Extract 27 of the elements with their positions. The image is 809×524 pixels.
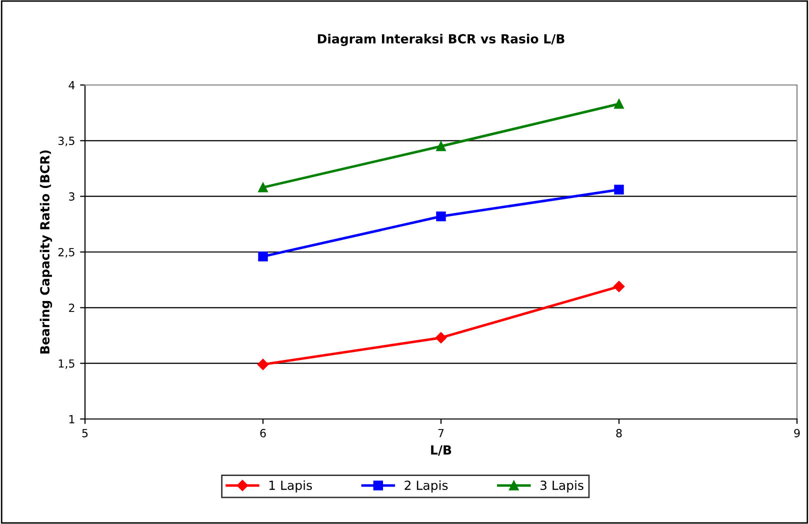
y-tick-label: 1,5: [58, 359, 74, 369]
y-tick-label: 2: [69, 304, 74, 312]
x-tick-label: 5: [82, 429, 88, 438]
point: [257, 358, 269, 370]
x-tick-label: 8: [616, 428, 622, 438]
y-tick-label: 2,5: [58, 248, 74, 258]
y-axis-title: Bearing Capacity Ratio (BCR): [40, 150, 52, 354]
y-tick-label: 4: [68, 81, 75, 90]
x-tick-label: 9: [794, 428, 800, 438]
x-tick-label: 6: [260, 428, 266, 438]
point: [258, 252, 268, 262]
point: [436, 212, 446, 222]
y-tick-label: 3: [69, 192, 74, 201]
point: [613, 280, 625, 292]
point: [614, 99, 624, 109]
point: [435, 332, 447, 344]
x-tick-label: 7: [438, 429, 444, 438]
legend-label: 3 Lapis: [540, 480, 584, 492]
legend-label: 2 Lapis: [404, 480, 448, 492]
legend-label: 1 Lapis: [269, 480, 312, 492]
point: [258, 182, 268, 192]
y-tick-label: 3,5: [58, 136, 74, 146]
x-axis-title: L/B: [431, 445, 452, 456]
point: [614, 184, 624, 195]
chart-title: Diagram Interaksi BCR vs Rasio L/B: [318, 34, 564, 46]
y-tick-label: 1: [69, 415, 74, 424]
point: [436, 141, 446, 152]
